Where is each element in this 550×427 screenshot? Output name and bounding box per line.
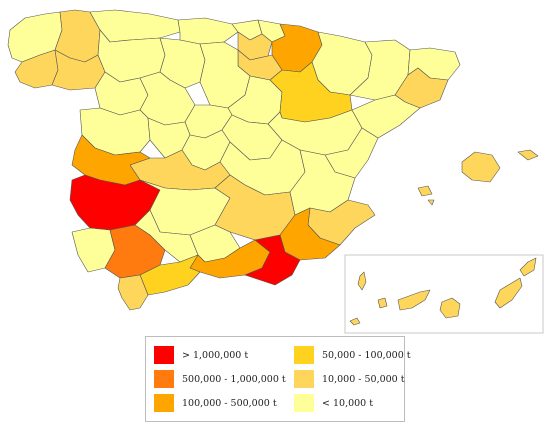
island-gran-canaria xyxy=(439,297,461,319)
legend-label: > 1,000,000 t xyxy=(182,349,249,361)
legend-item-under-10000: < 10,000 t xyxy=(294,394,373,412)
island-el-hierro xyxy=(349,317,361,326)
map-legend: > 1,000,000 t 500,000 - 1,000,000 t 100,… xyxy=(145,336,411,422)
province-cantabria xyxy=(177,17,239,45)
legend-label: 100,000 - 500,000 t xyxy=(182,397,277,409)
island-lanzarote xyxy=(519,257,537,277)
island-mallorca xyxy=(461,151,501,183)
legend-item-500000-1000000: 500,000 - 1,000,000 t xyxy=(154,370,286,388)
legend-item-over-1000000: > 1,000,000 t xyxy=(154,346,248,364)
legend-label: < 10,000 t xyxy=(322,397,374,409)
province-almeria xyxy=(244,234,301,286)
legend-swatch xyxy=(154,370,174,388)
province-cadiz xyxy=(117,274,149,311)
legend-swatch xyxy=(154,394,174,412)
legend-item-10000-50000: 10,000 - 50,000 t xyxy=(294,370,405,388)
island-fuerteventura xyxy=(494,277,523,309)
island-menorca xyxy=(517,149,539,161)
legend-label: 10,000 - 50,000 t xyxy=(322,373,405,385)
province-tarragona xyxy=(351,94,421,139)
island-formentera xyxy=(427,199,435,206)
legend-swatch xyxy=(154,346,174,364)
legend-swatch xyxy=(294,370,314,388)
legend-swatch xyxy=(294,394,314,412)
legend-swatch xyxy=(294,346,314,364)
island-la-palma xyxy=(357,271,367,291)
island-ibiza xyxy=(417,185,433,197)
legend-label: 500,000 - 1,000,000 t xyxy=(182,373,286,385)
island-tenerife xyxy=(397,289,431,311)
legend-label: 50,000 - 100,000 t xyxy=(322,349,411,361)
island-la-gomera xyxy=(377,297,388,309)
province-palencia xyxy=(159,37,206,89)
legend-item-100000-500000: 100,000 - 500,000 t xyxy=(154,394,277,412)
legend-item-50000-100000: 50,000 - 100,000 t xyxy=(294,346,411,364)
province-malaga xyxy=(139,254,201,296)
